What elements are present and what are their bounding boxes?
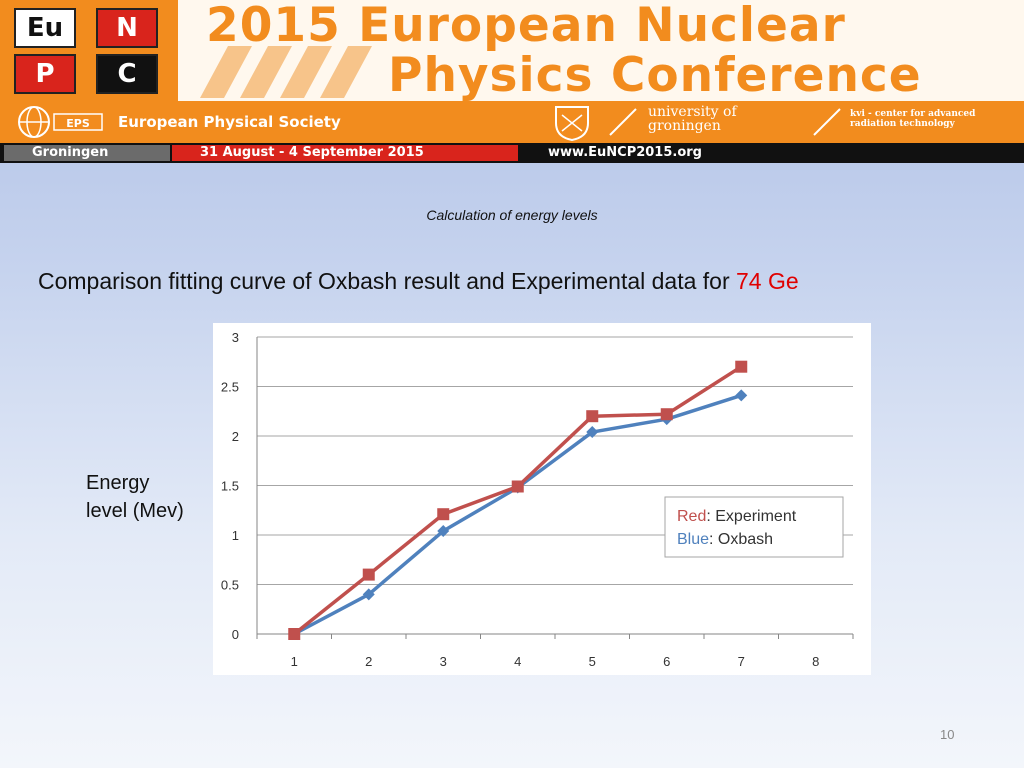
- info-band: Groningen 31 August - 4 September 2015 w…: [0, 143, 1024, 163]
- legend-entry-blue: Blue: Oxbash: [677, 531, 773, 548]
- university-crest-icon: [555, 106, 589, 141]
- slide-subtitle: Calculation of energy levels: [426, 207, 598, 223]
- legend-color-word: Red: [677, 508, 706, 525]
- chart-legend: [664, 496, 844, 558]
- title-highlight: 74 Ge: [736, 268, 799, 294]
- x-tick-label-4: 5: [589, 654, 596, 669]
- society-name: European Physical Society: [118, 113, 341, 131]
- y-tick-label-2: 1: [232, 528, 239, 543]
- point-red-6: [735, 360, 748, 373]
- university-name: university of groningen: [648, 104, 737, 134]
- legend-entry-red: Red: Experiment: [677, 508, 797, 525]
- point-red-1: [362, 568, 375, 581]
- y-tick-label-4: 2: [232, 429, 239, 444]
- x-tick-label-0: 1: [291, 654, 298, 669]
- logo-cell-c: C: [96, 54, 158, 94]
- energy-level-chart: 0 0.5 1 1.5 2 2.5 3 1 2 3 4 5 6 7 8 Red: Experiment Blue…: [213, 323, 871, 675]
- logo-cell-p: P: [14, 54, 76, 94]
- point-red-5: [660, 408, 673, 421]
- divider-slash-2: [813, 108, 841, 136]
- page-number: 10: [940, 727, 955, 742]
- point-blue-2: [437, 525, 450, 538]
- dates-label: 31 August - 4 September 2015: [172, 145, 518, 161]
- point-blue-6: [735, 389, 748, 402]
- y-axis-label: Energy level (Mev): [86, 472, 184, 522]
- kvi-name: kvi - center for advanced radiation tech…: [850, 109, 976, 129]
- website-label: www.EuNCP2015.org: [520, 145, 1020, 161]
- point-red-0: [288, 628, 301, 640]
- city-label: Groningen: [4, 145, 170, 161]
- logo-cell-n: N: [96, 8, 158, 48]
- y-tick-label-6: 3: [232, 330, 239, 345]
- conference-title-line1: 2015 European Nuclear: [206, 0, 846, 53]
- y-tick-label-5: 2.5: [221, 380, 239, 395]
- legend-text: : Oxbash: [709, 531, 773, 548]
- sponsor-band: EPS European Physical Society university…: [0, 101, 1024, 143]
- eps-logo-icon: EPS: [18, 106, 103, 138]
- slide-title: Comparison fitting curve of Oxbash resul…: [38, 268, 799, 295]
- x-tick-label-5: 6: [663, 654, 670, 669]
- point-red-4: [586, 410, 599, 423]
- x-tick-label-6: 7: [738, 654, 745, 669]
- eps-logo-text: EPS: [66, 117, 90, 130]
- legend-text: : Experiment: [706, 508, 796, 525]
- divider-slash-1: [609, 108, 637, 136]
- chart-svg: 0 0.5 1 1.5 2 2.5 3 1 2 3 4 5 6 7 8 Red: Experiment Blue…: [221, 330, 854, 669]
- conference-banner: Eu N P C 2015 European Nuclear Physics C…: [0, 0, 1024, 163]
- conference-title-line2: Physics Conference: [388, 48, 922, 103]
- y-tick-label-1: 0.5: [221, 578, 239, 593]
- y-tick-label-0: 0: [232, 627, 239, 642]
- x-tick-label-2: 3: [440, 654, 447, 669]
- point-blue-1: [362, 588, 375, 601]
- title-text: Comparison fitting curve of Oxbash resul…: [38, 268, 737, 294]
- point-red-3: [511, 480, 524, 493]
- logo-cell-eu: Eu: [14, 8, 76, 48]
- point-blue-4: [586, 426, 599, 439]
- decorative-stripes: [200, 46, 372, 98]
- legend-color-word: Blue: [677, 531, 709, 548]
- x-tick-label-3: 4: [514, 654, 521, 669]
- x-tick-label-7: 8: [812, 654, 819, 669]
- point-red-2: [437, 508, 450, 521]
- x-tick-label-1: 2: [365, 654, 372, 669]
- y-tick-label-3: 1.5: [221, 479, 239, 494]
